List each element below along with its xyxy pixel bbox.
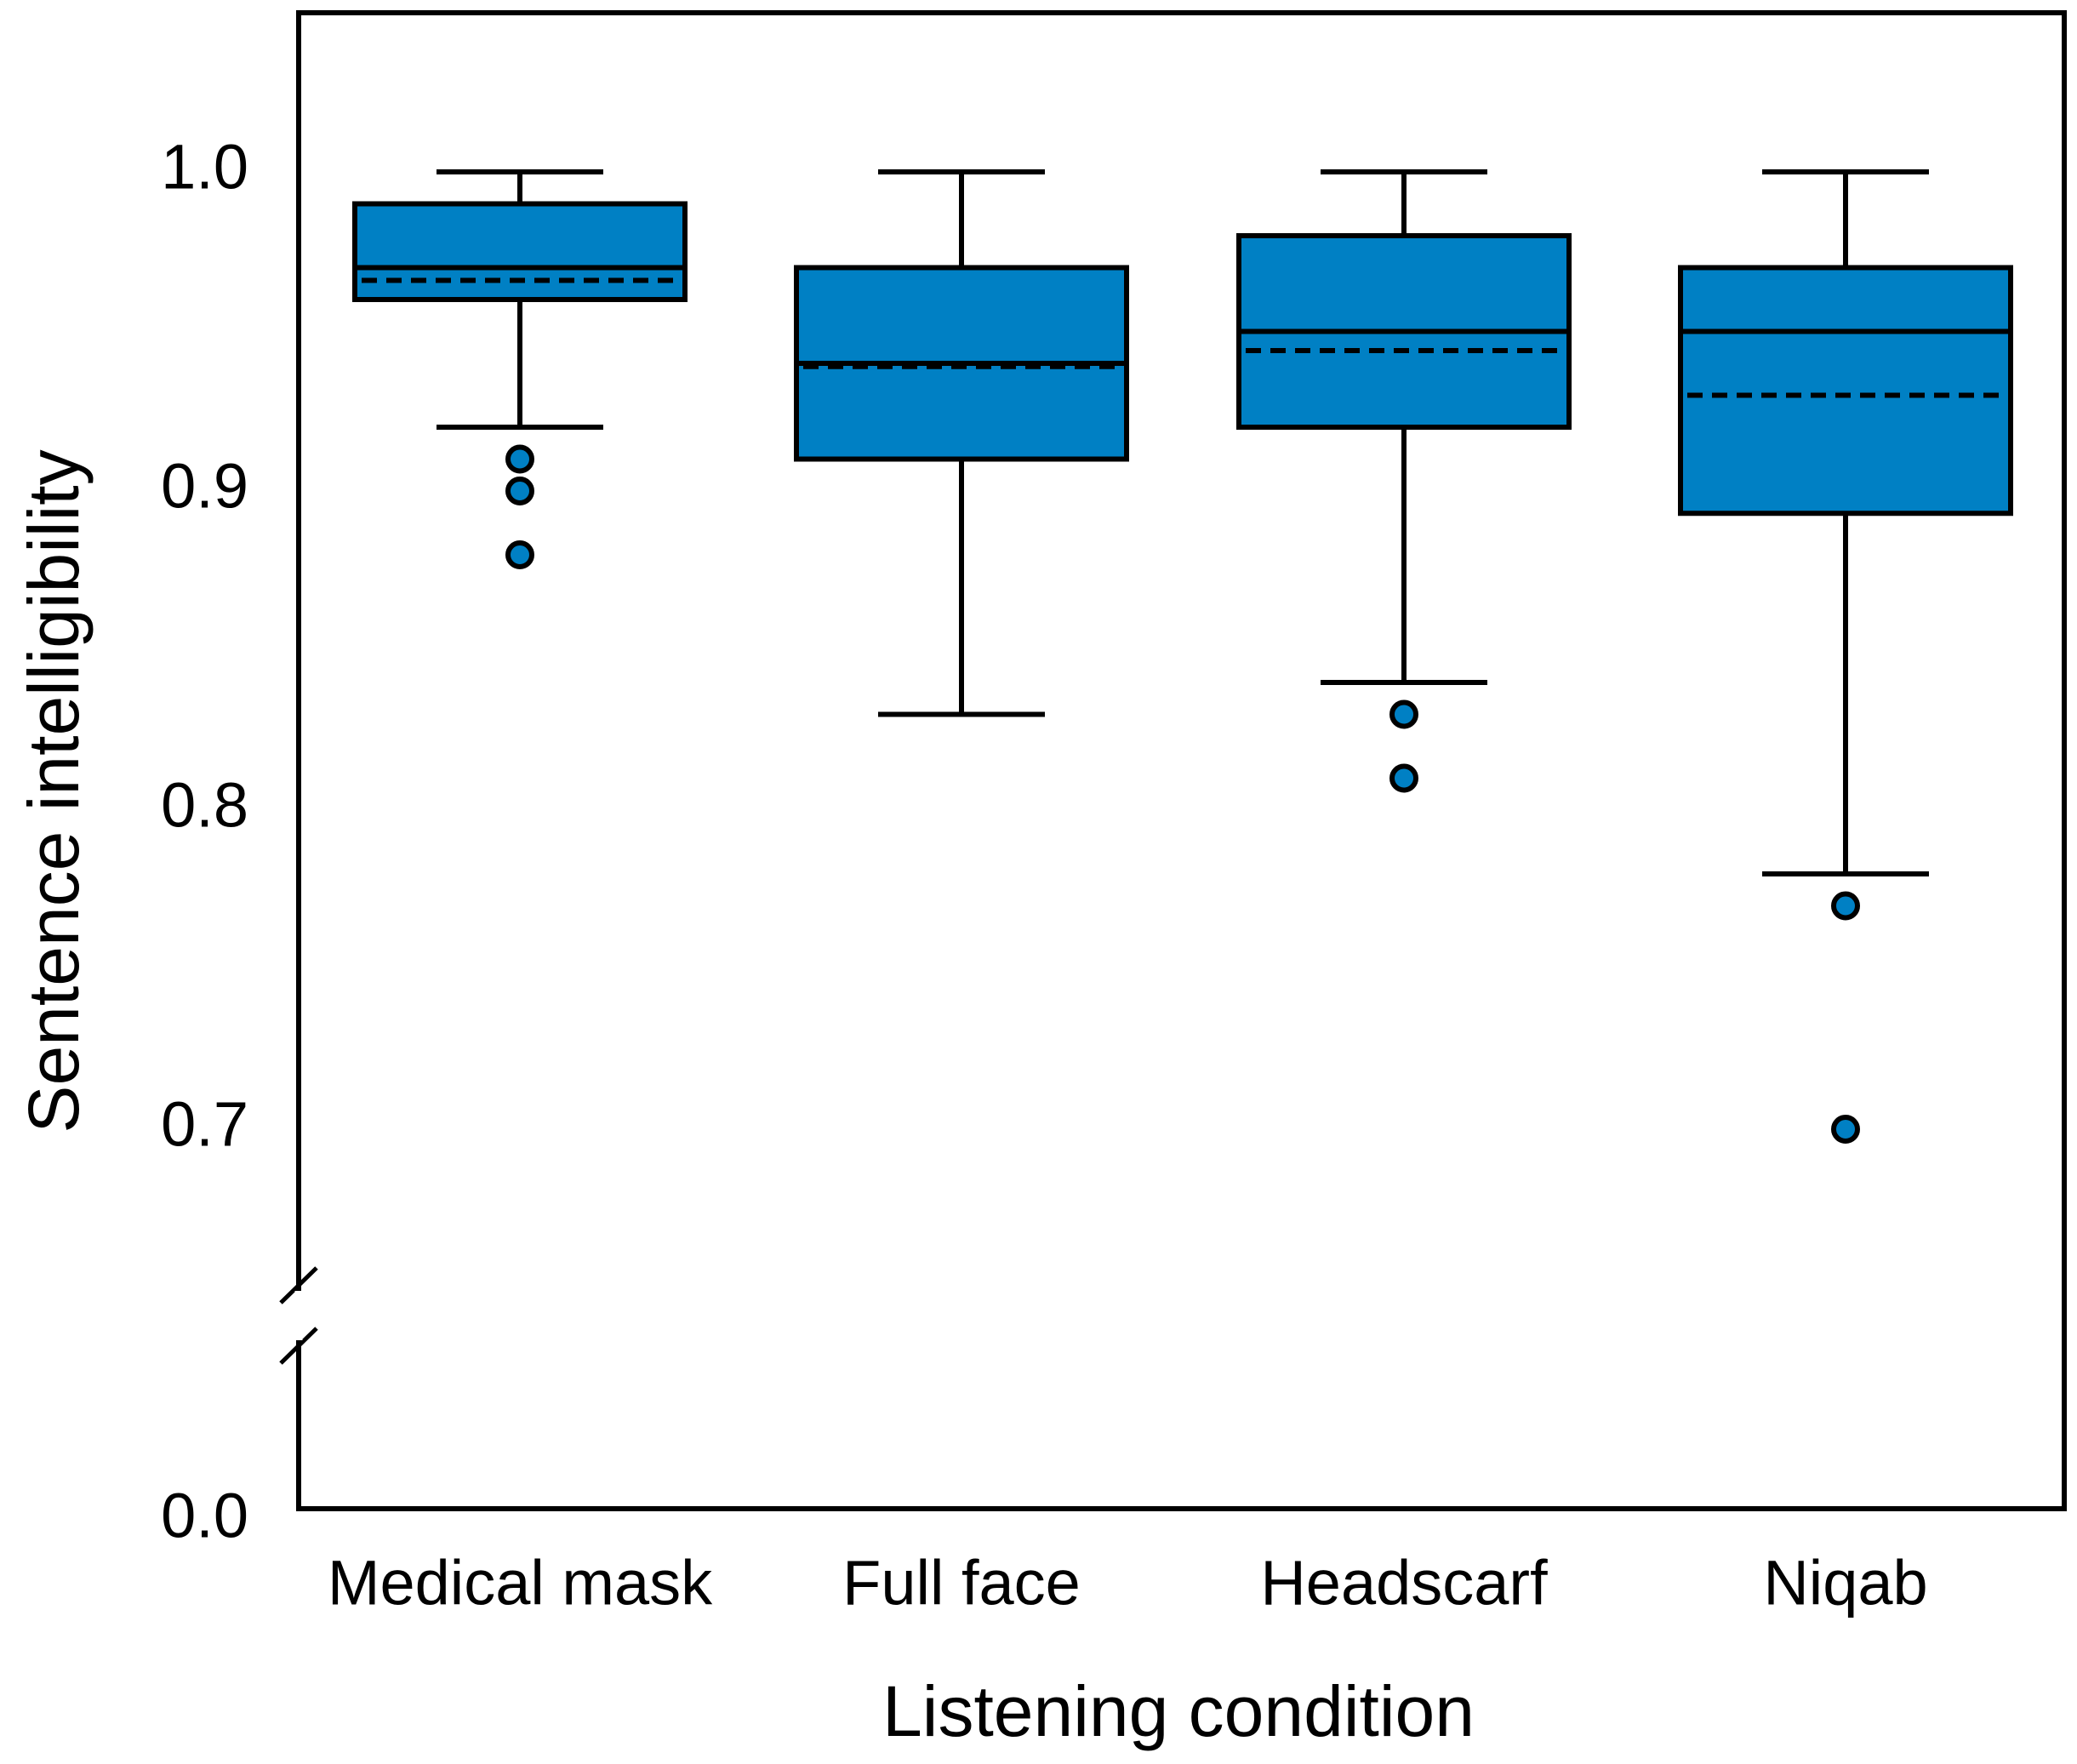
outlier-point (505, 477, 534, 505)
x-tick-label: Medical mask (328, 1548, 713, 1618)
box-group-niqab (1678, 169, 2013, 1144)
outlier-point (505, 540, 534, 569)
outlier-point (1831, 891, 1860, 921)
x-tick-labels: Medical mask Full face Headscarf Niqab (328, 1548, 1928, 1618)
x-axis-title: Listening condition (882, 1671, 1475, 1751)
y-tick-label: 0.7 (161, 1089, 248, 1160)
outlier-point (1831, 1115, 1860, 1144)
plot-marks (352, 169, 2013, 1144)
x-tick-label: Full face (842, 1548, 1081, 1618)
y-axis-title: Sentence intelligibility (14, 449, 94, 1133)
axis-break (279, 1266, 318, 1365)
box-group-full-face (794, 169, 1129, 717)
outlier-point (505, 444, 534, 474)
box-group-medical-mask (352, 169, 688, 569)
y-tick-label: 1.0 (161, 132, 248, 203)
iqr-box (1678, 265, 2013, 517)
y-baseline-label: 0.0 (161, 1481, 248, 1551)
outlier-point (1389, 699, 1418, 729)
y-tick-label: 0.8 (161, 770, 248, 841)
iqr-box (352, 201, 688, 302)
y-tick-labels: 1.0 0.9 0.8 0.7 (161, 132, 248, 1160)
box-group-headscarf (1236, 169, 1572, 793)
x-tick-label: Niqab (1763, 1548, 1927, 1618)
y-tick-label: 0.9 (161, 451, 248, 522)
x-tick-label: Headscarf (1260, 1548, 1548, 1618)
outlier-point (1389, 763, 1418, 793)
plot-frame (296, 10, 2067, 1511)
